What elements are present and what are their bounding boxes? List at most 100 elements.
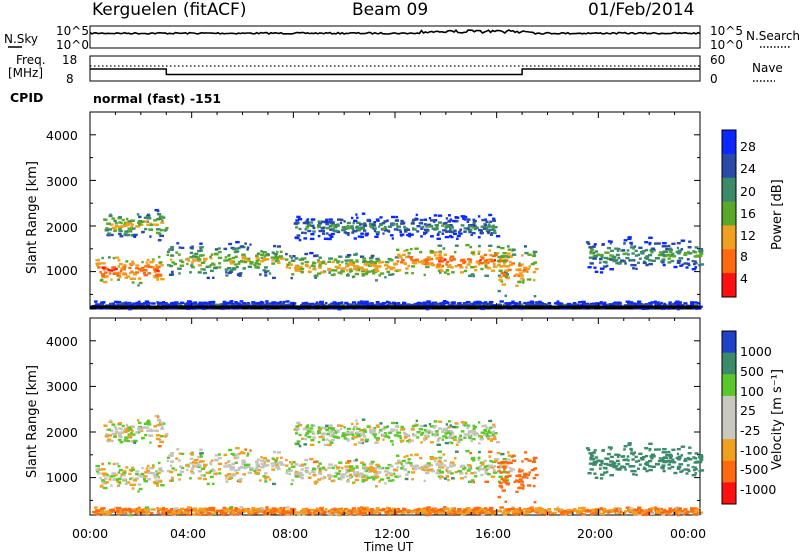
velocity-cell — [127, 439, 131, 443]
velocity-cell — [148, 471, 153, 475]
velocity-cell — [357, 507, 360, 510]
power-cell — [366, 219, 370, 222]
power-cell — [189, 251, 194, 255]
power-cell — [397, 269, 402, 272]
velocity-cell — [136, 431, 141, 434]
power-cell — [211, 262, 215, 265]
velocity-cell — [359, 461, 365, 464]
power-cell — [672, 255, 677, 258]
power-cell — [397, 225, 401, 228]
power-cell — [676, 301, 680, 304]
power-cell — [425, 265, 430, 269]
power-cell — [386, 229, 390, 233]
power-cell — [624, 262, 627, 265]
velocity-cell — [435, 431, 439, 435]
velocity-cell — [244, 448, 247, 451]
power-cell — [243, 260, 248, 264]
velocity-cell — [129, 434, 133, 437]
velocity-cell — [299, 473, 305, 477]
power-cell — [210, 303, 215, 306]
velocity-cell — [460, 430, 465, 433]
velocity-cell — [568, 512, 572, 516]
nsky-line — [89, 29, 701, 35]
velocity-cell — [260, 466, 265, 469]
velocity-cell — [194, 458, 199, 462]
velocity-cell — [436, 443, 441, 446]
power-cell — [582, 302, 586, 305]
velocity-cell — [346, 427, 351, 431]
velocity-cell — [316, 432, 320, 435]
velocity-cell — [157, 507, 161, 511]
velocity-cell — [507, 454, 512, 457]
velocity-cell — [101, 507, 106, 510]
power-cell — [114, 224, 119, 228]
velocity-cell — [189, 477, 192, 480]
power-cell — [146, 220, 149, 223]
power-cell — [340, 304, 344, 307]
power-cell — [391, 237, 394, 240]
velocity-cell — [271, 468, 276, 471]
velocity-cell — [158, 461, 161, 465]
velocity-cell — [246, 465, 251, 469]
power-cell — [445, 260, 449, 264]
power-cell — [378, 274, 381, 277]
power-cell — [624, 252, 628, 255]
vel-cb-tick-m500: -500 — [740, 462, 769, 477]
power-cell — [525, 267, 530, 271]
power-cell — [289, 303, 294, 307]
power-cell — [271, 259, 275, 262]
velocity-cell — [313, 471, 316, 474]
power-cell — [170, 273, 174, 276]
power-cell — [523, 268, 527, 272]
power-cell — [362, 257, 367, 260]
velocity-cell — [158, 471, 161, 475]
velocity-cell — [668, 450, 671, 454]
velocity-cell — [572, 508, 577, 511]
velocity-cell — [355, 510, 360, 513]
velocity-cell — [511, 459, 517, 462]
power-cell — [690, 303, 693, 306]
power-cell — [102, 280, 108, 284]
velocity-cell — [342, 432, 348, 435]
power-cell — [315, 301, 319, 304]
power-cell — [246, 246, 250, 249]
velocity-cell — [478, 435, 483, 438]
power-cell — [423, 218, 428, 221]
power-cell — [692, 250, 696, 253]
power-cell — [118, 275, 122, 279]
power-cell — [415, 302, 420, 305]
power-cell — [668, 244, 671, 248]
velocity-cell — [157, 445, 162, 448]
velocity-cell — [474, 512, 480, 515]
velocity-cell — [274, 459, 278, 462]
power-cell — [160, 278, 165, 281]
velocity-cell — [638, 463, 642, 466]
velocity-cell — [118, 506, 122, 510]
velocity-cell — [649, 509, 652, 513]
power-cell — [227, 267, 232, 270]
velocity-cell — [134, 510, 137, 513]
velocity-cell — [692, 456, 696, 459]
power-cell — [677, 302, 681, 305]
velocity-cell — [497, 480, 502, 483]
velocity-cell — [300, 468, 304, 471]
velocity-cell — [498, 484, 503, 488]
velocity-cell — [161, 425, 164, 428]
power-cell — [358, 303, 362, 307]
velocity-cell — [487, 431, 492, 434]
velocity-cell — [491, 433, 495, 436]
velocity-cell — [654, 507, 658, 511]
power-cell — [389, 258, 394, 262]
velocity-cell — [211, 512, 215, 515]
power-cell — [615, 259, 619, 262]
velocity-cell — [278, 461, 283, 464]
velocity-cell — [486, 464, 489, 468]
power-cell — [133, 233, 138, 237]
velocity-cell — [407, 470, 411, 474]
power-cell — [187, 259, 191, 262]
power-cell — [475, 226, 478, 229]
power-cell — [325, 301, 328, 305]
velocity-cell — [522, 472, 528, 475]
power-cell — [364, 234, 369, 237]
